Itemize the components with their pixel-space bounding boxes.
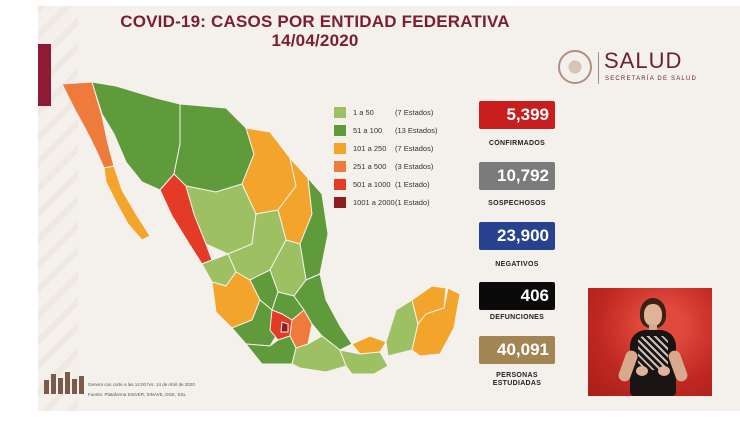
logo-divider: [598, 52, 599, 84]
legend-count: (7 Estados): [395, 144, 434, 153]
legend-range: 501 a 1000: [353, 180, 391, 189]
stat-defunciones-label: DEFUNCIONES: [489, 314, 545, 321]
footer-source: Fuente: Plataforma SISVER, SINAVE, DGE, …: [88, 392, 186, 397]
legend-swatch: [334, 197, 346, 208]
legend-item: 1001 a 2000 (1 Estado): [334, 195, 444, 213]
legend-swatch: [334, 143, 346, 154]
stat-defunciones-value: 406: [479, 282, 555, 310]
legend-item: 501 a 1000 (1 Estado): [334, 177, 444, 195]
stat-sospechosos-label: SOSPECHOSOS: [488, 200, 546, 207]
stat-negativos-value: 23,900: [479, 222, 555, 250]
legend-item: 1 a 50 (7 Estados): [334, 105, 444, 123]
legend-swatch: [334, 161, 346, 172]
salud-logo: SALUD SECRETARÍA DE SALUD: [556, 46, 706, 90]
title-line-1: COVID-19: CASOS POR ENTIDAD FEDERATIVA: [120, 12, 510, 31]
state-tabasco: [351, 335, 387, 355]
sign-language-video: [588, 288, 712, 396]
legend-count: (1 Estado): [395, 180, 430, 189]
state-cdmx: [280, 321, 289, 333]
legend-count: (7 Estados): [395, 108, 434, 117]
legend-range: 1 a 50: [353, 108, 374, 117]
state-chiapas: [339, 349, 389, 374]
stat-confirmados-value: 5,399: [479, 101, 555, 129]
interpreter: [616, 296, 690, 396]
state-chihuahua: [173, 103, 255, 193]
legend-item: 251 a 500 (3 Estados): [334, 159, 444, 177]
title-line-2: 14/04/2020: [271, 31, 359, 50]
accent-bar: [38, 44, 51, 106]
legend-count: (1 Estado): [395, 198, 430, 207]
stat-sospechosos-value: 10,792: [479, 162, 555, 190]
footer-logos: [44, 372, 84, 394]
slide-title: COVID-19: CASOS POR ENTIDAD FEDERATIVA 1…: [120, 12, 510, 50]
legend-range: 1001 a 2000: [353, 198, 395, 207]
legend-range: 51 a 100: [353, 126, 383, 135]
stat-personas-label: PERSONAS ESTUDIADAS: [492, 372, 542, 387]
legend-range: 101 a 250: [353, 144, 387, 153]
logo-subtitle: SECRETARÍA DE SALUD: [605, 76, 698, 82]
legend-item: 101 a 250 (7 Estados): [334, 141, 444, 159]
legend-item: 51 a 100 (13 Estados): [334, 123, 444, 141]
state-baja-california-sur: [103, 165, 151, 241]
stat-personas-value: 40,091: [479, 336, 555, 364]
legend-swatch: [334, 179, 346, 190]
stat-confirmados-label: CONFIRMADOS: [488, 140, 546, 147]
legend-count: (3 Estados): [395, 162, 434, 171]
state-guerrero: [244, 335, 297, 365]
footer-note: Genera con corte a las 14:00 hrs. 14 de …: [88, 382, 195, 387]
logo-name: SALUD: [604, 48, 683, 73]
national-seal-icon: [558, 50, 592, 84]
legend-swatch: [334, 107, 346, 118]
mexico-map: [61, 81, 461, 374]
map-legend: 1 a 50 (7 Estados) 51 a 100 (13 Estados)…: [334, 105, 444, 213]
legend-range: 251 a 500: [353, 162, 387, 171]
stat-negativos-label: NEGATIVOS: [495, 261, 539, 268]
state-quintana-roo: [411, 287, 461, 357]
state-sinaloa: [159, 173, 213, 265]
legend-count: (13 Estados): [395, 126, 438, 135]
legend-swatch: [334, 125, 346, 136]
